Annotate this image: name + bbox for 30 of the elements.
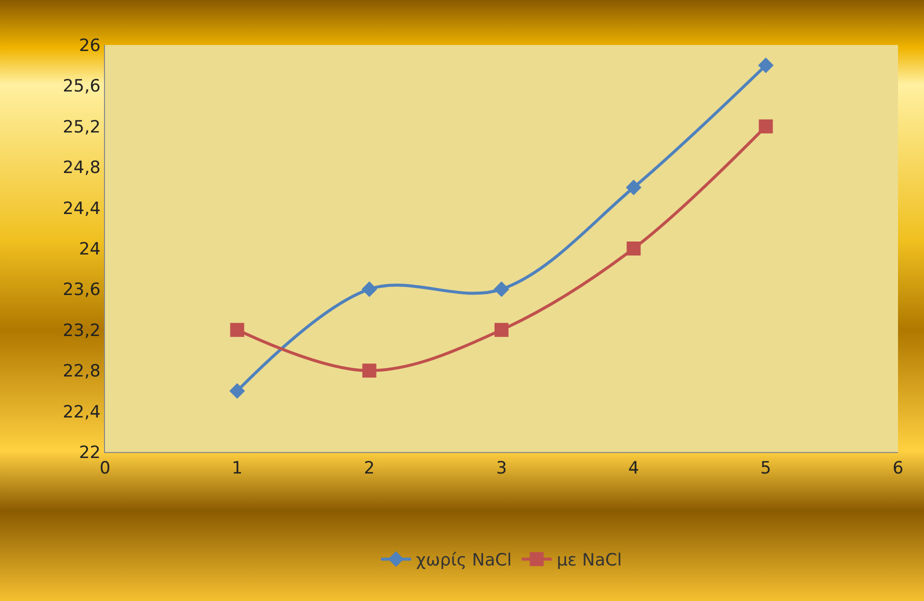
y-tick-label: 24,4 — [62, 198, 101, 219]
y-tick-label: 24 — [78, 239, 101, 260]
y-tick-label: 24,8 — [62, 158, 101, 178]
point — [229, 383, 245, 399]
y-tick-label: 23,2 — [62, 320, 101, 341]
y-tick-label: 25,6 — [62, 76, 101, 97]
y-tick-label: 26 — [78, 36, 101, 56]
point — [230, 322, 244, 337]
point — [494, 281, 510, 297]
point — [362, 364, 376, 378]
point — [758, 119, 773, 134]
y-tick-label: 22,8 — [62, 362, 101, 382]
x-tick-label: 2 — [364, 458, 375, 478]
point — [758, 58, 774, 74]
point — [362, 281, 378, 297]
y-tick-label: 22,4 — [62, 402, 101, 422]
point — [626, 242, 641, 256]
x-tick-label: 1 — [232, 458, 243, 478]
y-tick-label: 22 — [78, 442, 101, 463]
point — [494, 322, 508, 337]
x-tick-label: 5 — [760, 458, 772, 478]
legend-label: με NaCl — [556, 550, 622, 571]
x-tick-label: 3 — [496, 458, 507, 478]
point — [626, 180, 642, 196]
legend-label: χωρίς NaCl — [416, 550, 512, 571]
x-tick-label: 0 — [100, 458, 110, 478]
x-tick-label: 4 — [628, 458, 640, 478]
y-tick-label: 25,2 — [62, 117, 101, 138]
y-tick-label: 23,6 — [62, 280, 101, 300]
x-tick-label: 6 — [892, 458, 904, 478]
